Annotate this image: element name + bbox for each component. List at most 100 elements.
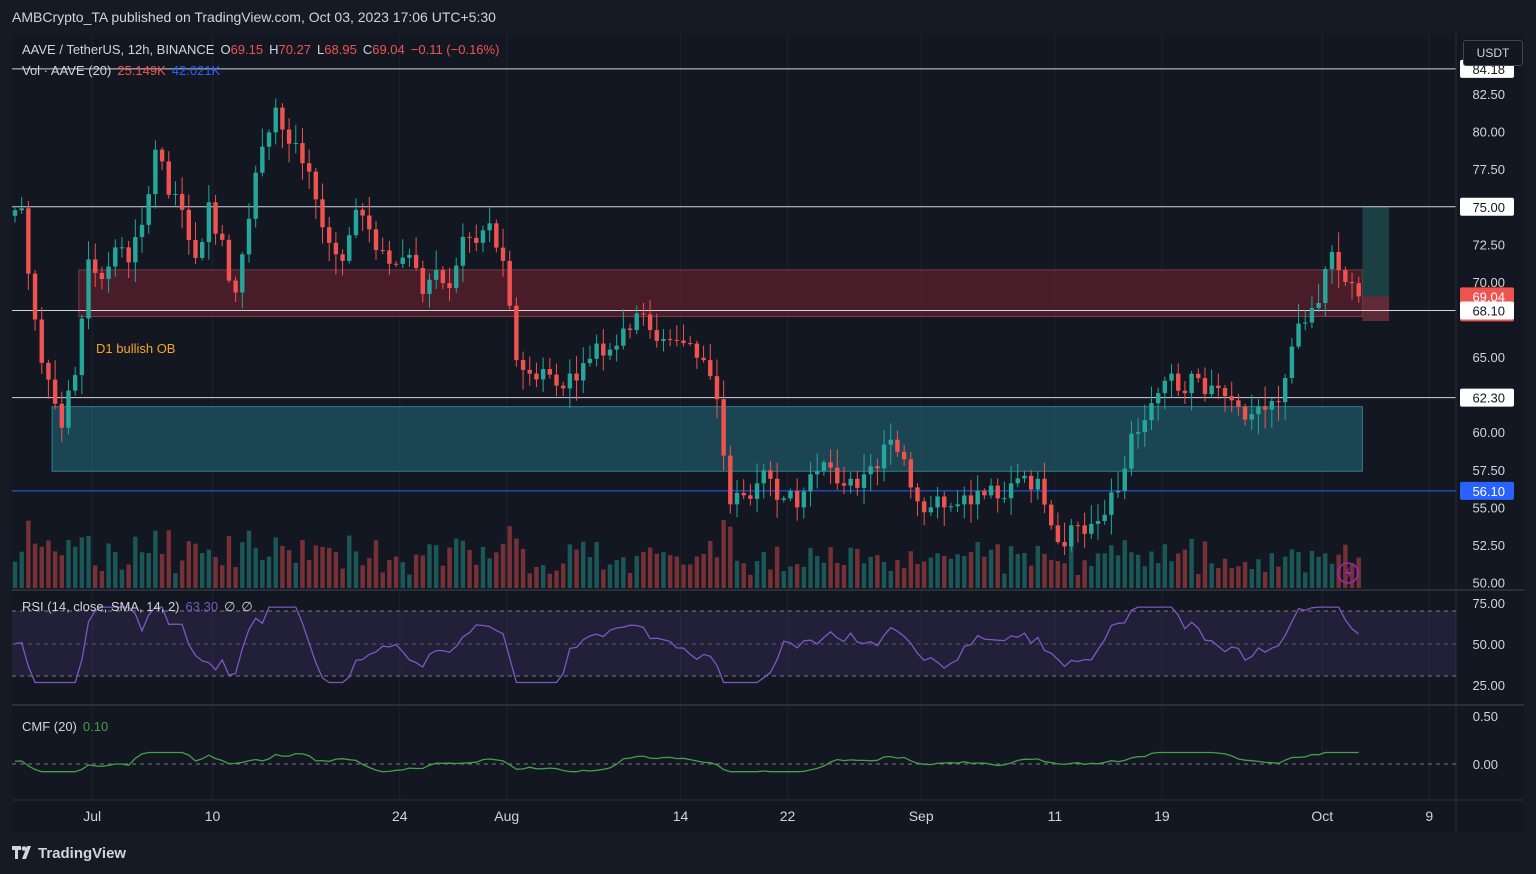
time-axis: Jul 10 24 Aug 14 22 Sep 11 19 Oct 9 <box>83 808 1433 824</box>
candle-body <box>581 363 586 381</box>
volume-bar <box>93 565 98 588</box>
candle-body <box>266 132 272 147</box>
volume-bar <box>1069 537 1074 588</box>
volume-bar <box>487 558 492 588</box>
volume-bar <box>788 566 793 588</box>
volume-bar <box>1049 559 1054 588</box>
volume-bar <box>1028 565 1034 588</box>
volume-bar <box>1196 574 1201 588</box>
volume-bar <box>333 552 339 588</box>
volume-bar <box>781 571 786 588</box>
cmf-tick-050: 0.50 <box>1473 709 1498 724</box>
candle-body <box>119 247 125 249</box>
candle-body <box>748 495 753 499</box>
candle-body <box>474 237 479 243</box>
candle-body <box>888 439 893 445</box>
currency-button[interactable]: USDT <box>1463 40 1523 66</box>
volume-ma-value: 42.021K <box>171 63 221 78</box>
volume-label[interactable]: Vol · AAVE (20) <box>22 63 112 78</box>
volume-bar <box>1329 563 1335 588</box>
lightning-icon[interactable] <box>1337 562 1359 584</box>
candle-body <box>367 215 372 230</box>
volume-bar <box>460 540 466 588</box>
rsi-legend: RSI (14, close, SMA, 14, 2) 63.30 ∅ ∅ <box>22 599 259 615</box>
candle-body <box>1256 406 1261 415</box>
candle-body <box>1236 400 1241 407</box>
price-label: 68.10 <box>1472 303 1505 318</box>
volume-bar <box>1062 563 1067 588</box>
candle-body <box>146 194 151 225</box>
candle-body <box>1089 523 1094 534</box>
candle-body <box>373 229 379 251</box>
cmf-label[interactable]: CMF (20) <box>22 719 77 734</box>
candle-body <box>661 339 666 341</box>
candle-body <box>1169 373 1174 381</box>
candle-body <box>801 491 807 508</box>
time-tick: Sep <box>909 808 934 824</box>
candle-body <box>968 495 974 505</box>
volume-bar <box>12 561 18 588</box>
candle-body <box>1142 420 1147 433</box>
volume-bar <box>708 541 713 588</box>
candle-body <box>681 340 686 344</box>
candle-body <box>520 360 526 370</box>
volume-bar <box>420 555 425 588</box>
candle-body <box>1349 281 1355 284</box>
candle-body <box>1095 520 1101 524</box>
volume-bar <box>86 535 91 588</box>
candle-body <box>1356 283 1361 297</box>
volume-bar <box>955 554 960 588</box>
price-tick: 55.00 <box>1472 500 1505 515</box>
volume-bar <box>895 560 900 588</box>
rsi-label[interactable]: RSI (14, close, SMA, 14, 2) <box>22 599 180 614</box>
candle-body <box>921 501 927 513</box>
cmf-tick-000: 0.00 <box>1473 757 1498 772</box>
candle-body <box>427 279 432 294</box>
rsi-tick-50: 50.00 <box>1472 637 1505 652</box>
zone-demand <box>51 406 1363 472</box>
volume-bar <box>962 555 967 588</box>
candle-body <box>106 266 111 279</box>
volume-bar <box>193 543 198 588</box>
candle-body <box>621 328 626 346</box>
candle-body <box>861 474 867 488</box>
low-label: L <box>317 42 325 57</box>
price-tick: 82.50 <box>1472 87 1505 102</box>
volume-bar <box>768 569 773 588</box>
volume-bar <box>46 540 51 588</box>
candle-body <box>962 495 967 505</box>
candle-body <box>881 444 887 469</box>
candle-body <box>841 483 847 486</box>
candle-body <box>199 242 205 258</box>
candle-body <box>674 339 680 341</box>
candle-body <box>587 358 593 364</box>
volume-bar <box>661 552 666 588</box>
candle-body <box>982 490 987 496</box>
volume-bar <box>1015 553 1020 588</box>
volume-bar <box>1276 566 1281 588</box>
candle-body <box>220 233 225 240</box>
candle-body <box>1155 393 1161 404</box>
volume-bar <box>1115 555 1121 588</box>
symbol-name[interactable]: AAVE / TetherUS, 12h, BINANCE <box>22 42 215 57</box>
volume-bar <box>607 564 613 588</box>
candle-body <box>594 343 599 359</box>
candle-body <box>835 467 840 484</box>
volume-bar <box>982 556 987 588</box>
candle-body <box>113 247 118 267</box>
volume-bar <box>306 559 312 588</box>
volume-bar <box>915 563 920 588</box>
volume-bar <box>848 547 853 588</box>
candle-body <box>1282 377 1288 403</box>
volume-bar <box>1122 540 1127 588</box>
candle-body <box>226 239 232 281</box>
candle-body <box>240 254 245 293</box>
candle-body <box>1055 525 1061 543</box>
volume-bar <box>841 564 847 588</box>
candle-body <box>1189 373 1194 394</box>
price-label-bg <box>1460 197 1514 216</box>
volume-bar <box>1142 566 1147 588</box>
volume-bar <box>347 535 352 588</box>
